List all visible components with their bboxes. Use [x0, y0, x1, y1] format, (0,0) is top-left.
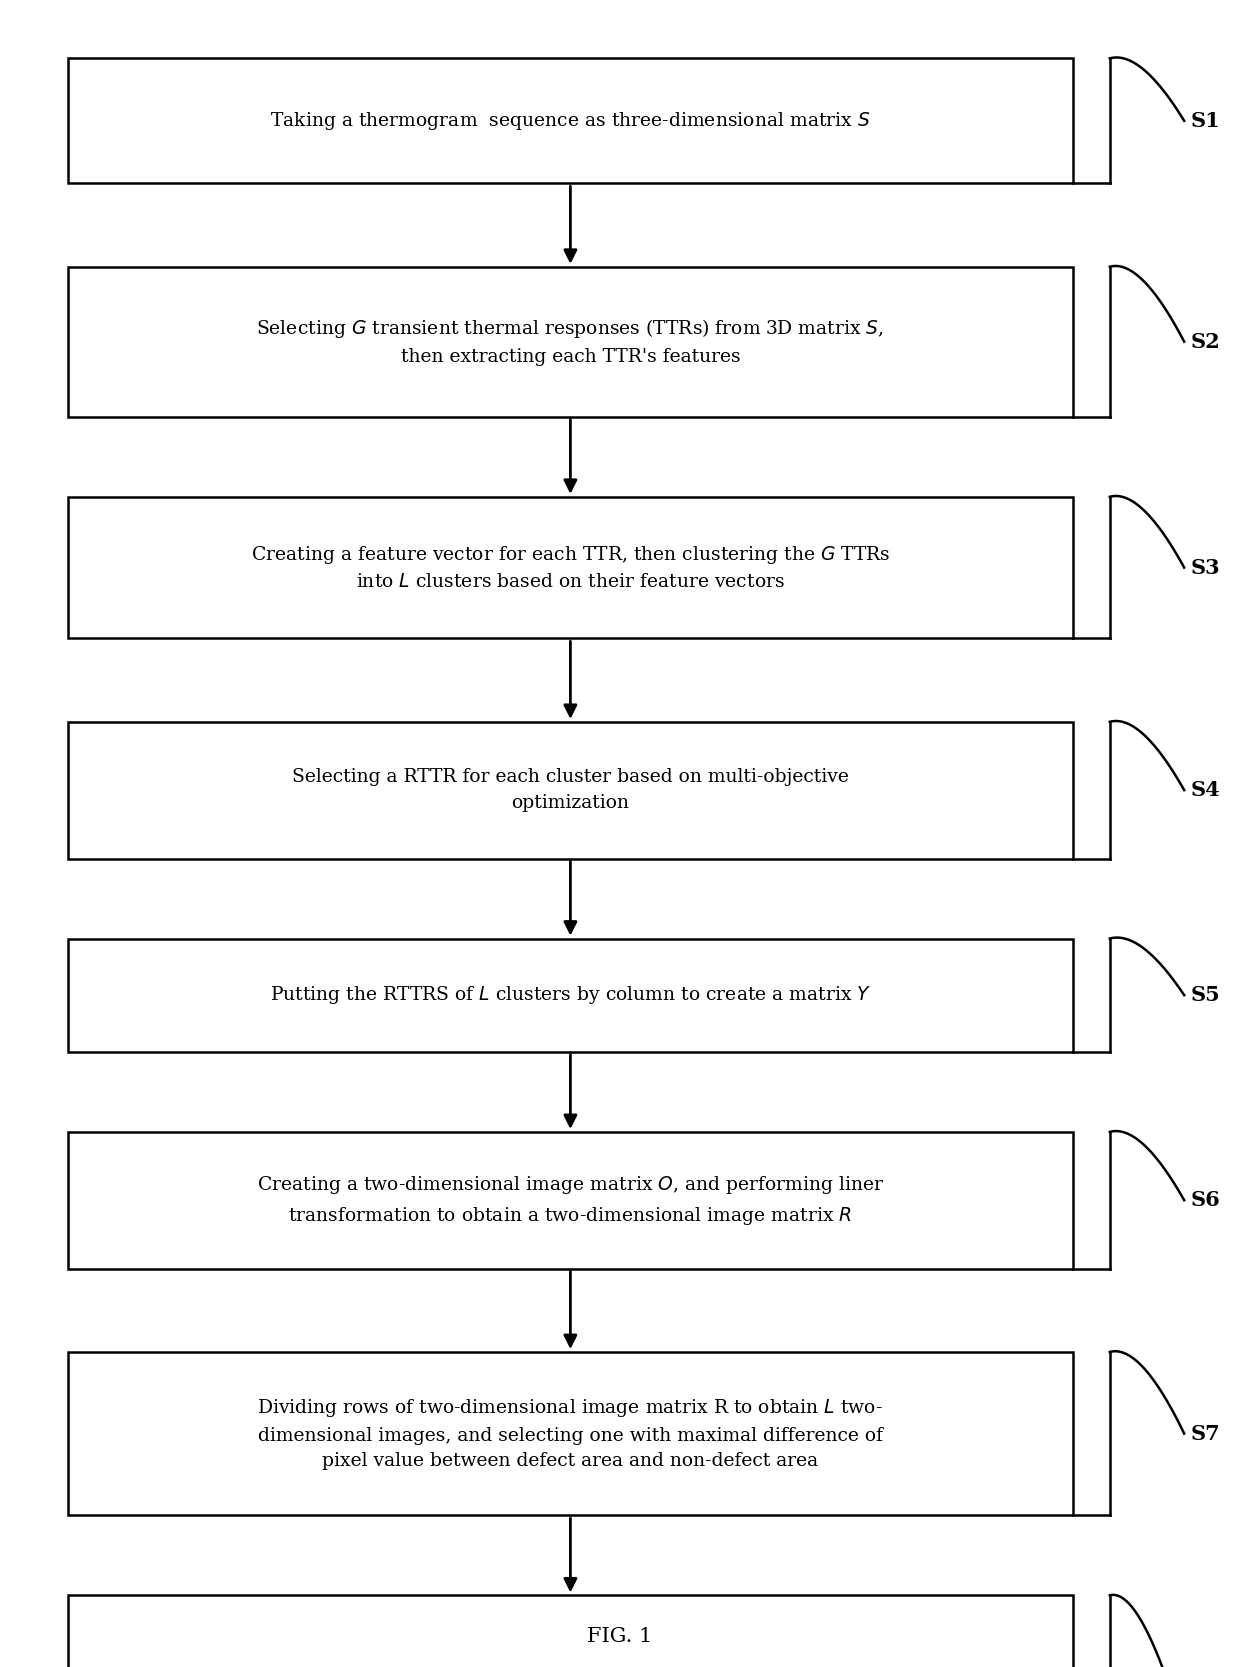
Text: S2: S2 — [1190, 332, 1220, 352]
Text: Creating a two-dimensional image matrix $O$, and performing liner
transformation: Creating a two-dimensional image matrix … — [257, 1174, 884, 1227]
Text: S7: S7 — [1190, 1424, 1220, 1444]
FancyArrowPatch shape — [565, 420, 575, 490]
Text: Putting the RTTRS of $L$ clusters by column to create a matrix $Y$: Putting the RTTRS of $L$ clusters by col… — [269, 984, 872, 1007]
FancyBboxPatch shape — [68, 58, 1073, 183]
FancyArrowPatch shape — [565, 1272, 575, 1345]
FancyArrowPatch shape — [565, 187, 575, 260]
Text: FIG. 1: FIG. 1 — [588, 1627, 652, 1647]
FancyArrowPatch shape — [565, 862, 575, 932]
Text: S4: S4 — [1190, 780, 1220, 800]
Text: Creating a feature vector for each TTR, then clustering the $G$ TTRs
into $L$ cl: Creating a feature vector for each TTR, … — [250, 543, 890, 592]
FancyBboxPatch shape — [68, 497, 1073, 638]
FancyArrowPatch shape — [565, 1055, 575, 1125]
Text: S3: S3 — [1190, 558, 1220, 577]
FancyBboxPatch shape — [68, 939, 1073, 1052]
Text: Dividing rows of two-dimensional image matrix R to obtain $L$ two-
dimensional i: Dividing rows of two-dimensional image m… — [258, 1397, 883, 1470]
FancyBboxPatch shape — [68, 1352, 1073, 1515]
Text: Selecting $G$ transient thermal responses (TTRs) from 3D matrix $S$,
then extrac: Selecting $G$ transient thermal response… — [257, 317, 884, 367]
FancyArrowPatch shape — [565, 1519, 575, 1589]
Text: S5: S5 — [1190, 985, 1220, 1005]
FancyBboxPatch shape — [68, 267, 1073, 417]
Text: Taking a thermogram  sequence as three-dimensional matrix $S$: Taking a thermogram sequence as three-di… — [270, 110, 870, 132]
Text: S1: S1 — [1190, 112, 1220, 130]
Text: Selecting a RTTR for each cluster based on multi-objective
optimization: Selecting a RTTR for each cluster based … — [291, 768, 849, 812]
Text: S6: S6 — [1190, 1190, 1220, 1210]
FancyBboxPatch shape — [68, 722, 1073, 859]
FancyBboxPatch shape — [68, 1132, 1073, 1269]
FancyBboxPatch shape — [68, 1595, 1073, 1667]
FancyArrowPatch shape — [565, 642, 575, 715]
